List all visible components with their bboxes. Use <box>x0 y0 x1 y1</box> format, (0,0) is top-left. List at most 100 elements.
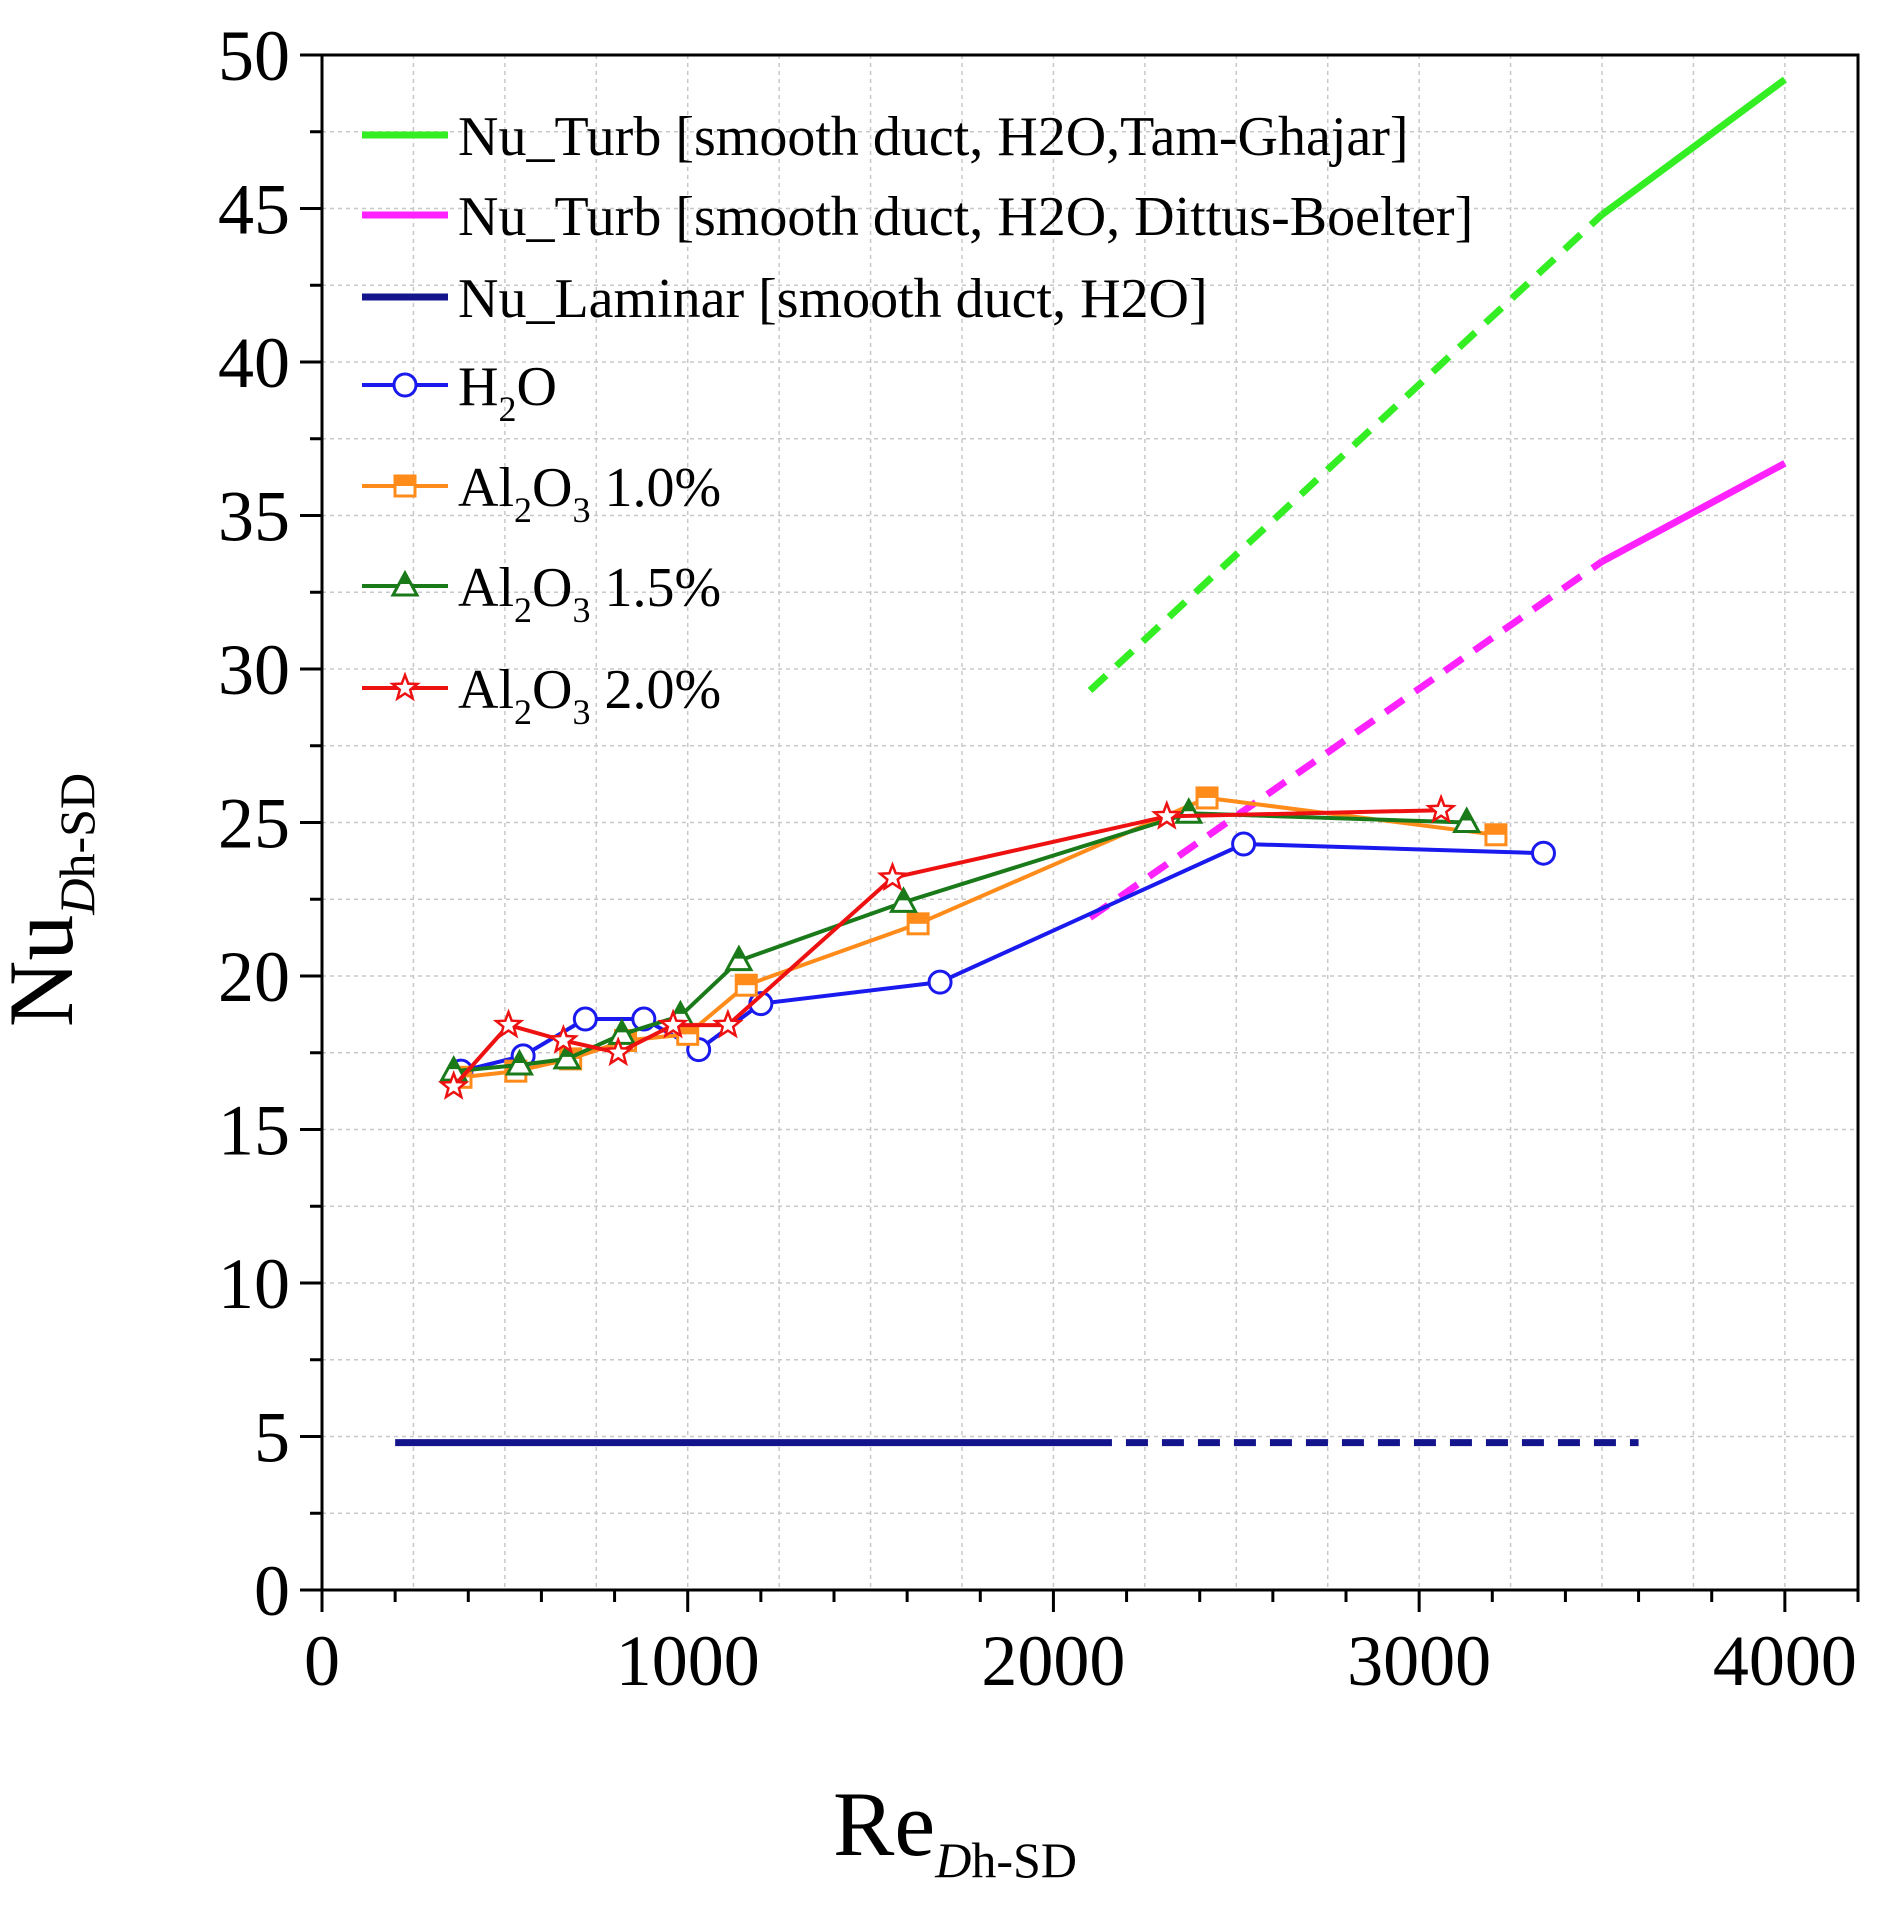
x-tick-label: 0 <box>304 1621 340 1701</box>
legend-marker-h2o-shape <box>392 372 418 398</box>
series-dittus <box>1088 460 1787 921</box>
series-al20-point <box>547 1023 580 1054</box>
series-tam-dashed <box>1087 212 1605 694</box>
series-al20-point <box>1425 793 1457 824</box>
legend-item-laminar: Nu_Laminar [smooth duct, H2O] <box>362 268 1208 330</box>
series-al15-point <box>607 1018 637 1045</box>
x-tick-label: 3000 <box>1347 1621 1491 1701</box>
series-al20-point-shape <box>492 1008 525 1039</box>
legend-marker-al10-fill <box>395 476 415 486</box>
series-h2o-point <box>572 1006 598 1032</box>
series-al20-point-shape <box>876 861 909 892</box>
series-al20 <box>437 793 1457 1100</box>
legend-label-part: 2 <box>514 490 532 530</box>
y-axis-label: NuDh-SD <box>0 773 105 1027</box>
legend-label-part: 2.0% <box>590 659 721 721</box>
y-tick-label: 45 <box>218 170 290 250</box>
y-tick-label: 0 <box>254 1551 290 1631</box>
series-al20-point-shape <box>712 1008 744 1039</box>
y-axis-label-sub-rest: h-SD <box>49 773 105 879</box>
legend-label-part: O <box>532 557 572 619</box>
series-tam <box>1087 76 1787 694</box>
series-h2o-point-shape <box>572 1006 598 1032</box>
series-h2o-point <box>1530 840 1556 866</box>
y-tick-label: 30 <box>218 630 290 710</box>
series-h2o-point-shape <box>1530 840 1556 866</box>
x-axis-label: ReDh-SD <box>833 1773 1077 1888</box>
legend-item-al20: Al2O3 2.0% <box>362 659 721 732</box>
series-al10-point-fill <box>908 913 929 924</box>
series-al15-point <box>1452 806 1482 833</box>
legend-marker-al10 <box>393 474 417 498</box>
legend-label-dittus: Nu_Turb [smooth duct, H2O, Dittus-Boelte… <box>458 186 1473 248</box>
legend-marker-al20 <box>389 671 421 702</box>
series-tam-solid <box>1599 76 1787 218</box>
y-tick-label: 40 <box>218 323 290 403</box>
x-axis-label-sub-italic: D <box>934 1832 971 1888</box>
series-al20-point-shape <box>547 1023 580 1054</box>
series-h2o-point <box>927 969 953 995</box>
legend-marker-h2o <box>392 372 418 398</box>
legend-label-part: 1.0% <box>590 457 721 519</box>
legend-item-al10: Al2O3 1.0% <box>362 457 721 530</box>
legend-label-part: Al <box>458 557 514 619</box>
legend: Nu_Turb [smooth duct, H2O,Tam-Ghajar] Nu_… <box>362 106 1473 732</box>
y-tick-label: 25 <box>218 784 290 864</box>
series-al15-point-fill <box>1460 809 1473 821</box>
series-al10-point-fill <box>736 975 757 986</box>
series-al20-point <box>876 861 909 892</box>
series-al20-point-shape <box>1425 793 1457 824</box>
series-al15-point <box>888 886 919 913</box>
legend-label-part: O <box>532 457 572 519</box>
x-axis-label-main: Re <box>833 1773 935 1875</box>
legend-label-h2o: H2O <box>458 356 557 429</box>
grid <box>322 55 1858 1590</box>
series-al15-point-fill <box>732 947 745 959</box>
y-tick-label: 50 <box>218 16 290 96</box>
y-tick-label: 10 <box>218 1244 290 1324</box>
legend-item-tam: Nu_Turb [smooth duct, H2O,Tam-Ghajar] <box>362 106 1409 168</box>
legend-marker-al15-fill <box>399 573 411 584</box>
legend-label-part: Al <box>458 457 514 519</box>
x-axis-label-sub-rest: h-SD <box>971 1832 1077 1888</box>
plot-series <box>395 76 1787 1447</box>
y-axis-label-sub-italic: D <box>49 879 105 916</box>
y-tick-label: 35 <box>218 477 290 557</box>
legend-label-part: Al <box>458 659 514 721</box>
series-h2o-point-shape <box>927 969 953 995</box>
legend-label-part: 2 <box>514 590 532 630</box>
legend-label-part: H <box>458 356 498 418</box>
series-al15-point-fill <box>897 889 910 901</box>
series-al10-point-fill <box>1197 787 1218 798</box>
series-al20-point-shape <box>657 1008 689 1039</box>
legend-marker-al20-shape <box>389 671 421 702</box>
legend-label-part: O <box>516 356 556 418</box>
legend-label-part: 3 <box>572 692 590 732</box>
series-h2o-point <box>1231 831 1257 857</box>
legend-label-laminar: Nu_Laminar [smooth duct, H2O] <box>458 268 1208 330</box>
legend-label-part: 3 <box>572 490 590 530</box>
series-al20-point <box>602 1036 634 1067</box>
series-al10-point <box>906 912 930 936</box>
series-h2o-point-shape <box>1231 831 1257 857</box>
series-al15-point <box>552 1042 582 1070</box>
legend-item-h2o: H2O <box>362 356 557 429</box>
series-al20-point-shape <box>1151 799 1183 830</box>
series-al15-point-fill <box>447 1058 460 1070</box>
series-al20-point <box>437 1069 470 1100</box>
series-al20-point <box>492 1008 525 1039</box>
x-tick-label: 4000 <box>1713 1621 1857 1701</box>
y-tick-label: 20 <box>218 937 290 1017</box>
y-axis-label-main: Nu <box>0 915 92 1027</box>
series-al15-point-fill <box>615 1021 628 1033</box>
series-al15-point-fill <box>513 1052 526 1064</box>
legend-item-al15: Al2O3 1.5% <box>362 557 721 630</box>
series-al20-point <box>657 1008 689 1039</box>
series-al15-point-fill <box>674 1002 687 1014</box>
x-tick-label: 1000 <box>616 1621 760 1701</box>
x-tick-label: 2000 <box>981 1621 1125 1701</box>
series-al15-point <box>724 944 754 972</box>
legend-item-dittus: Nu_Turb [smooth duct, H2O, Dittus-Boelte… <box>362 186 1473 248</box>
legend-label-al15: Al2O3 1.5% <box>458 557 721 630</box>
